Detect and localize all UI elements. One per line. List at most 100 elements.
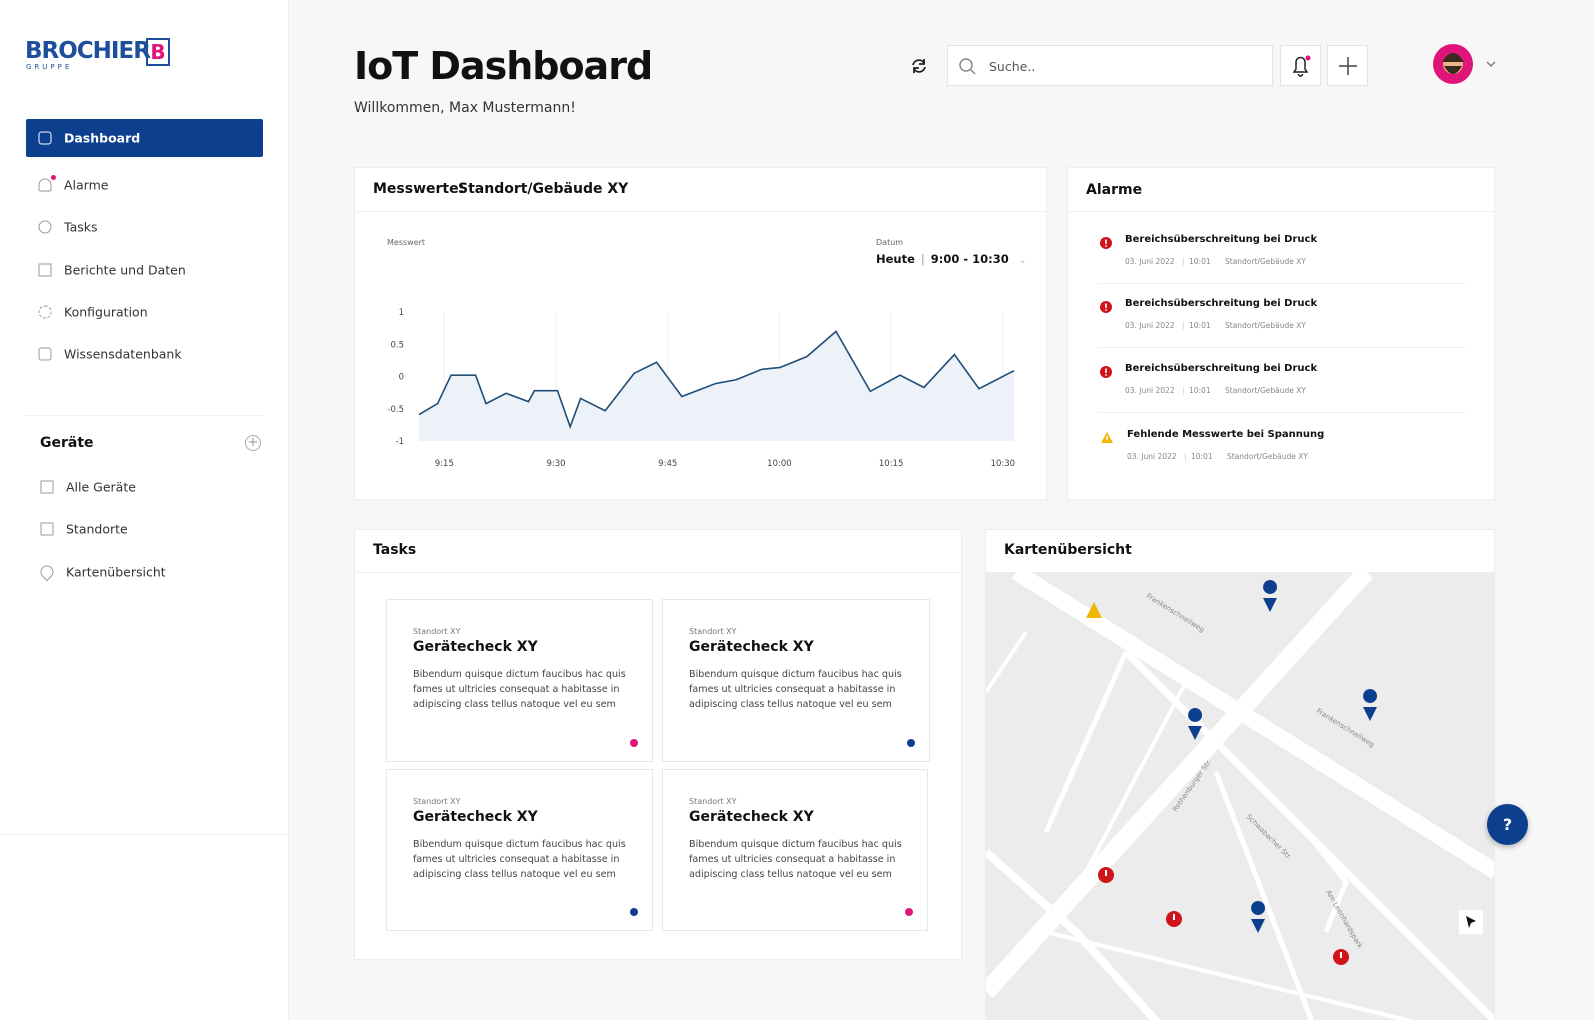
y-tick-label: -1 [396,437,404,447]
user-menu[interactable] [1430,42,1510,86]
measurement-card: Messwerte: Standort/Gebäude XY Messwert … [354,167,1047,500]
alarm-date: 03. Juni 2022 [1127,452,1177,461]
search-box[interactable]: Suche.. [947,45,1273,86]
refresh-button[interactable] [909,56,929,76]
nav-label[interactable]: Konfiguration [64,304,148,320]
nav-icon [40,522,54,536]
alarm-location: Standort/Gebäude XY [1227,452,1308,461]
nav-icon [38,263,52,277]
task-location: Standort XY [689,797,737,806]
divider [1098,347,1466,348]
meta-separator: | [1184,452,1187,461]
nav-icon [38,347,52,361]
error-icon [1099,235,1113,249]
task-text: Bibendum quisque dictum faucibus hac qui… [689,839,902,880]
nav-icon [38,178,52,192]
y-tick-label: 1 [399,308,404,318]
section-title: Geräte [40,435,94,451]
notifications-button[interactable] [1280,45,1321,86]
map-card: Kartenübersicht Frankenschnellweg Franke… [985,529,1495,1020]
bell-icon [1292,55,1311,77]
alarm-time: 10:01 [1189,386,1211,395]
divider [1068,211,1494,212]
add-device-button[interactable]: + [245,435,261,451]
alarm-title: Bereichsüberschreitung bei Druck [1125,298,1318,309]
card-title: Messwerte: [373,181,465,197]
task-card[interactable]: Standort XY Gerätecheck XY Bibendum quisqu… [386,769,653,931]
nav-label[interactable]: Alle Geräte [66,479,136,495]
nav-icon [38,305,52,319]
logo-sub: GRUPPE [26,63,73,71]
date-filter[interactable]: Heute | 9:00 - 10:30 ⌄ [876,252,1027,266]
tasks-card: Tasks Standort XY Gerätecheck XY Bibendum … [354,529,962,960]
y-axis-label: Messwert [387,238,426,247]
task-title: Gerätecheck XY [689,639,814,655]
alarm-location: Standort/Gebäude XY [1225,321,1306,330]
help-button[interactable]: ? [1487,804,1528,845]
map-background [986,572,1494,1020]
card-location: Standort/Gebäude XY [458,181,629,197]
card-title: Tasks [373,542,417,558]
meta-separator: | [1182,257,1185,266]
search-placeholder: Suche.. [989,59,1036,74]
divider [26,415,262,416]
meta-separator: | [1182,386,1185,395]
divider [1098,283,1466,284]
alarm-title: Fehlende Messwerte bei Spannung [1127,429,1325,440]
nav-icon [40,480,54,494]
task-title: Gerätecheck XY [689,809,814,825]
alarm-location: Standort/Gebäude XY [1225,386,1306,395]
card-title: Alarme [1086,182,1143,198]
task-card[interactable]: Standort XY Gerätecheck XY Bibendum quisqu… [386,599,653,762]
task-text: Bibendum quisque dictum faucibus hac qui… [689,669,902,710]
x-tick-label: 10:15 [879,459,904,469]
x-tick-label: 9:30 [546,459,565,469]
nav-label[interactable]: Standorte [66,521,128,537]
nav-label[interactable]: Wissensdatenbank [64,346,182,362]
nav-label[interactable]: Tasks [64,219,98,235]
nav-label[interactable]: Berichte und Daten [64,262,186,278]
alarm-location: Standort/Gebäude XY [1225,257,1306,266]
page-subtitle: Willkommen, Max Mustermann! [354,100,576,116]
x-tick-label: 9:15 [435,459,454,469]
sidebar: BROCHIER GRUPPE B Dashboard Alarme Tasks… [0,0,289,1020]
nav-item[interactable]: Dashboard [26,119,263,157]
task-location: Standort XY [689,627,737,636]
nav-label[interactable]: Kartenübersicht [66,564,166,580]
task-card[interactable]: Standort XY Gerätecheck XY Bibendum quisqu… [662,769,928,931]
warning-icon [1100,430,1114,444]
date-day: Heute [876,252,915,266]
y-tick-label: 0 [399,373,404,383]
alarm-time: 10:01 [1189,257,1211,266]
divider [1098,412,1466,413]
page-title: IoT Dashboard [354,44,653,88]
alarm-title: Bereichsüberschreitung bei Druck [1125,234,1318,245]
area [419,331,1014,441]
x-tick-label: 10:30 [991,459,1016,469]
alarm-time: 10:01 [1189,321,1211,330]
alarm-time: 10:01 [1191,452,1213,461]
x-tick-label: 10:00 [767,459,792,469]
add-button[interactable] [1327,45,1368,86]
logo-mark: B [146,38,170,66]
nav-icon [38,131,52,145]
logo-name: BROCHIER [25,38,151,64]
line-chart: 9:15 9:30 9:45 10:00 10:15 10:30 1 0.5 0 -0.5 -1 [387,308,1016,469]
divider [355,572,961,573]
nav-label: Dashboard [64,130,141,146]
alarm-date: 03. Juni 2022 [1125,386,1175,395]
x-tick-label: 9:45 [658,459,677,469]
divider [355,211,1046,212]
alarms-card: Alarme Bereichsüberschreitung bei Druck 0… [1067,167,1495,500]
nav-label[interactable]: Alarme [64,177,109,193]
task-card[interactable]: Standort XY Gerätecheck XY Bibendum quisqu… [662,599,930,762]
notification-dot [51,175,56,180]
task-title: Gerätecheck XY [413,639,538,655]
map-markers [1086,580,1483,965]
roads [986,572,1494,1020]
y-tick-label: 0.5 [390,340,404,350]
map[interactable]: Frankenschnellweg Frankenschnellweg Roth… [986,572,1495,1020]
y-tick-label: -0.5 [387,405,404,415]
status-dot [630,908,638,916]
